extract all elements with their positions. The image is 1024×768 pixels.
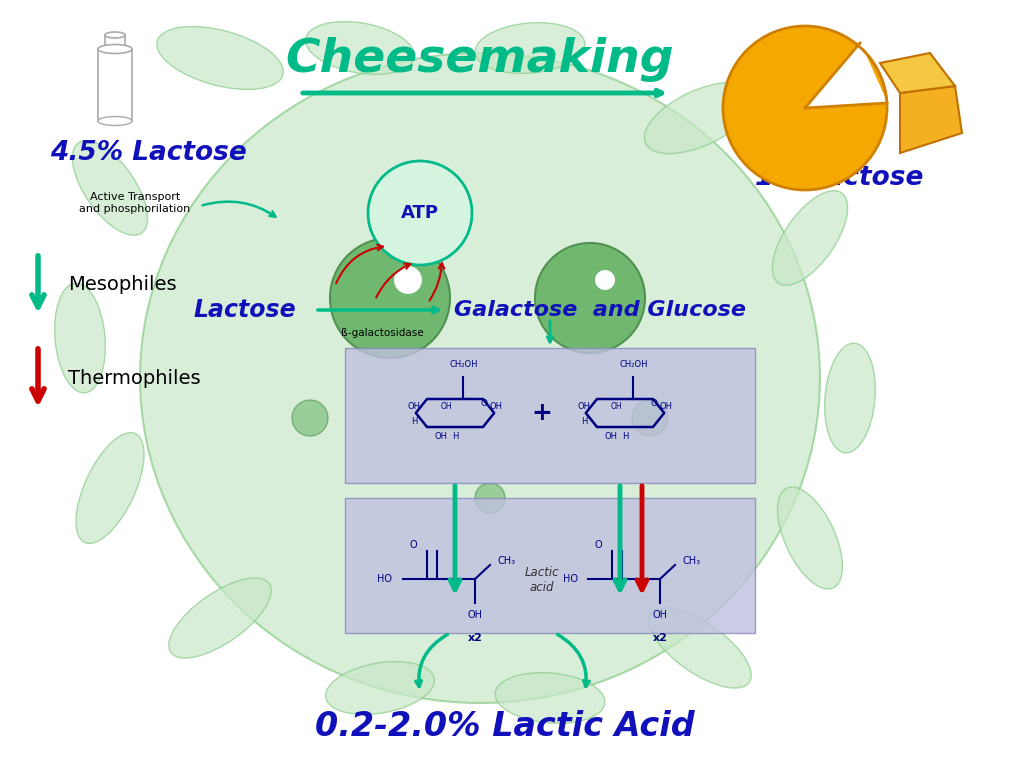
- Text: HO: HO: [562, 574, 578, 584]
- Text: OH: OH: [604, 432, 617, 442]
- Ellipse shape: [644, 82, 756, 154]
- Text: +: +: [531, 401, 552, 425]
- Text: OH: OH: [652, 610, 668, 620]
- Text: H: H: [412, 417, 418, 426]
- Ellipse shape: [772, 190, 848, 285]
- Text: OH: OH: [468, 610, 482, 620]
- Text: O: O: [410, 540, 417, 550]
- Ellipse shape: [76, 432, 144, 544]
- Text: Active Transport
and phosphorilation: Active Transport and phosphorilation: [80, 192, 190, 214]
- Ellipse shape: [475, 22, 585, 74]
- Ellipse shape: [157, 27, 284, 89]
- Text: 0.2-2.0% Lactic Acid: 0.2-2.0% Lactic Acid: [315, 710, 695, 743]
- Ellipse shape: [98, 117, 132, 125]
- Circle shape: [368, 161, 472, 265]
- Text: CH₃: CH₃: [683, 556, 701, 566]
- Polygon shape: [900, 86, 962, 153]
- Text: O: O: [651, 399, 657, 408]
- Ellipse shape: [54, 283, 105, 393]
- Circle shape: [535, 243, 645, 353]
- Text: H: H: [622, 432, 628, 442]
- Ellipse shape: [105, 32, 125, 38]
- Ellipse shape: [140, 53, 820, 703]
- Ellipse shape: [777, 487, 843, 589]
- Circle shape: [330, 238, 450, 358]
- Text: OH: OH: [659, 402, 672, 411]
- FancyBboxPatch shape: [98, 49, 132, 121]
- Text: ß-galactosidase: ß-galactosidase: [341, 328, 423, 338]
- Ellipse shape: [169, 578, 271, 658]
- FancyBboxPatch shape: [345, 498, 755, 633]
- Text: Lactic
acid: Lactic acid: [524, 566, 559, 594]
- Polygon shape: [880, 53, 955, 93]
- Polygon shape: [805, 43, 887, 108]
- Ellipse shape: [649, 608, 752, 688]
- Text: Thermophiles: Thermophiles: [68, 369, 201, 388]
- Text: Lactose: Lactose: [194, 298, 296, 322]
- Text: OH: OH: [434, 432, 447, 442]
- Text: x2: x2: [468, 633, 482, 643]
- Text: OH: OH: [440, 402, 453, 411]
- Circle shape: [723, 26, 887, 190]
- FancyBboxPatch shape: [345, 348, 755, 483]
- Circle shape: [292, 400, 328, 436]
- Text: OH: OH: [578, 402, 591, 411]
- Text: H: H: [582, 417, 588, 426]
- Text: OH: OH: [408, 402, 421, 411]
- Text: O: O: [594, 540, 602, 550]
- Text: 4.5% Lactose: 4.5% Lactose: [50, 140, 247, 166]
- Ellipse shape: [326, 661, 434, 714]
- Text: 1% Lactose: 1% Lactose: [755, 165, 924, 191]
- Text: H: H: [452, 432, 458, 442]
- Text: x2: x2: [652, 633, 668, 643]
- Circle shape: [394, 266, 422, 294]
- Circle shape: [632, 400, 668, 436]
- FancyBboxPatch shape: [105, 35, 125, 49]
- Text: CH₂OH: CH₂OH: [450, 360, 477, 369]
- Text: ATP: ATP: [401, 204, 439, 222]
- Circle shape: [595, 270, 615, 290]
- Text: Cheesemaking: Cheesemaking: [286, 38, 675, 82]
- Text: O: O: [481, 399, 487, 408]
- Text: OH: OH: [489, 402, 502, 411]
- Text: OH: OH: [610, 402, 623, 411]
- Text: CH₃: CH₃: [498, 556, 516, 566]
- Ellipse shape: [305, 22, 415, 74]
- Ellipse shape: [824, 343, 876, 453]
- Ellipse shape: [73, 141, 147, 235]
- Ellipse shape: [496, 673, 605, 723]
- Ellipse shape: [98, 45, 132, 54]
- Text: CH₂OH: CH₂OH: [620, 360, 647, 369]
- Text: HO: HO: [378, 574, 392, 584]
- Circle shape: [475, 483, 505, 513]
- Text: Mesophiles: Mesophiles: [68, 274, 176, 293]
- Text: Galactose  and Glucose: Galactose and Glucose: [454, 300, 746, 320]
